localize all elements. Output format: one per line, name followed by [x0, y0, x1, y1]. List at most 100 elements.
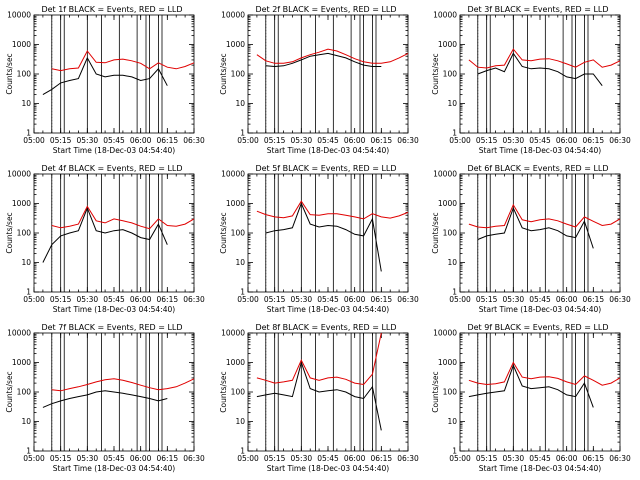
panel-2-xtick-label-2: 05:30 [291, 136, 313, 145]
panel-9-xtick-label-3: 05:45 [529, 454, 551, 463]
panel-2-xtick-label-1: 05:15 [264, 136, 286, 145]
panel-5-series-events [265, 202, 382, 272]
panel-9-title: Det 9f BLACK = Events, RED = LLD [467, 323, 608, 332]
panel-4-ytick-label-4: 10000 [7, 170, 31, 179]
panel-2-xtick-label-3: 05:45 [317, 136, 339, 145]
panel-3-ytick-label-4: 10000 [433, 11, 457, 20]
panel-5-title: Det 5f BLACK = Events, RED = LLD [255, 164, 396, 173]
panel-5-xtick-label-3: 05:45 [317, 295, 339, 304]
panel-7-xtick-label-5: 06:15 [157, 454, 179, 463]
panel-9-ytick-label-1: 10 [447, 417, 457, 426]
panel-4-ytick-label-2: 100 [17, 229, 32, 238]
panel-8-xtick-label-5: 06:15 [371, 454, 393, 463]
panel-6-xtick-label-2: 05:30 [503, 295, 525, 304]
panel-8-title: Det 8f BLACK = Events, RED = LLD [255, 323, 396, 332]
panel-5-xtick-label-6: 06:30 [397, 295, 419, 304]
panel-1-ytick-label-4: 10000 [7, 11, 31, 20]
panel-8-ytick-label-3: 1000 [226, 358, 245, 367]
panel-3-xlabel: Start Time (18-Dec-03 04:54:40) [479, 146, 601, 155]
panel-6-title: Det 6f BLACK = Events, RED = LLD [467, 164, 608, 173]
panel-1-xlabel: Start Time (18-Dec-03 04:54:40) [53, 146, 175, 155]
panel-2-xtick-label-0: 05:00 [237, 136, 259, 145]
panel-1-ytick-label-0: 1 [26, 129, 31, 138]
panel-6-xlabel: Start Time (18-Dec-03 04:54:40) [479, 305, 601, 314]
panel-5-xtick-label-0: 05:00 [237, 295, 259, 304]
panel-8-xtick-label-3: 05:45 [317, 454, 339, 463]
panel-1-frame [33, 14, 195, 134]
panel-6-ytick-label-4: 10000 [433, 170, 457, 179]
panel-6-xtick-label-3: 05:45 [529, 295, 551, 304]
panel-3-title: Det 3f BLACK = Events, RED = LLD [467, 5, 608, 14]
panel-9-xlabel: Start Time (18-Dec-03 04:54:40) [479, 464, 601, 473]
panel-4-xtick-label-5: 06:15 [157, 295, 179, 304]
panel-6-series-lld [468, 203, 621, 229]
panel-8-ytick-label-1: 10 [235, 417, 245, 426]
panel-1-xtick-label-3: 05:45 [103, 136, 125, 145]
panel-3-xtick-label-5: 06:15 [583, 136, 605, 145]
panel-1-xtick-label-4: 06:00 [130, 136, 152, 145]
panel-9-ytick-label-4: 10000 [433, 329, 457, 338]
panel-7-xtick-label-1: 05:15 [50, 454, 72, 463]
panel-8-xtick-label-1: 05:15 [264, 454, 286, 463]
panel-3-ytick-label-1: 10 [447, 99, 457, 108]
panel-4-series-lld [51, 205, 195, 230]
panel-3-xtick-label-1: 05:15 [476, 136, 498, 145]
panel-4-ytick-label-3: 1000 [12, 199, 31, 208]
panel-4-ytick-label-0: 1 [26, 288, 31, 297]
panel-9-ytick-label-3: 1000 [438, 358, 457, 367]
panel-1-series-lld [51, 50, 195, 72]
panel-6-xtick-label-1: 05:15 [476, 295, 498, 304]
panel-6-ytick-label-3: 1000 [438, 199, 457, 208]
panel-1-title: Det 1f BLACK = Events, RED = LLD [41, 5, 182, 14]
panel-2-xtick-label-4: 06:00 [344, 136, 366, 145]
panel-1-xtick-label-2: 05:30 [77, 136, 99, 145]
panel-9-ytick-label-2: 100 [443, 388, 458, 397]
panel-6-ytick-label-2: 100 [443, 229, 458, 238]
panel-4-xtick-label-3: 05:45 [103, 295, 125, 304]
panel-8-xtick-label-4: 06:00 [344, 454, 366, 463]
panel-5-xtick-label-1: 05:15 [264, 295, 286, 304]
panel-2-frame [247, 14, 409, 134]
panel-1-ytick-label-2: 100 [17, 70, 32, 79]
panel-3-xtick-label-0: 05:00 [449, 136, 471, 145]
panel-7-xtick-label-2: 05:30 [77, 454, 99, 463]
panel-6-ytick-label-0: 1 [452, 288, 457, 297]
panel-7-xtick-label-3: 05:45 [103, 454, 125, 463]
panel-3-ylabel: Counts/sec [431, 53, 440, 94]
panel-6-xtick-label-0: 05:00 [449, 295, 471, 304]
panel-9-xtick-label-2: 05:30 [503, 454, 525, 463]
panel-8-ylabel: Counts/sec [219, 371, 228, 412]
panel-9-series-events [468, 364, 594, 408]
panel-3-xtick-label-4: 06:00 [556, 136, 578, 145]
panel-9-series-lld [468, 361, 621, 386]
panel-4-xtick-label-4: 06:00 [130, 295, 152, 304]
panel-3-xtick-label-2: 05:30 [503, 136, 525, 145]
panel-4-title: Det 4f BLACK = Events, RED = LLD [41, 164, 182, 173]
panel-8-xtick-label-6: 06:30 [397, 454, 419, 463]
panel-2-title: Det 2f BLACK = Events, RED = LLD [255, 5, 396, 14]
panel-2-ytick-label-0: 1 [240, 129, 245, 138]
panel-6-xtick-label-4: 06:00 [556, 295, 578, 304]
panel-9-xtick-label-6: 06:30 [609, 454, 631, 463]
panel-8-xlabel: Start Time (18-Dec-03 04:54:40) [267, 464, 389, 473]
panel-1-series-events [42, 56, 168, 96]
panel-3-frame [459, 14, 621, 134]
panel-6-frame [459, 173, 621, 293]
panel-3-series-events [477, 52, 603, 87]
panel-4-ytick-label-1: 10 [21, 258, 31, 267]
panel-3-ytick-label-0: 1 [452, 129, 457, 138]
panel-8-xtick-label-0: 05:00 [237, 454, 259, 463]
panel-9-xtick-label-5: 06:15 [583, 454, 605, 463]
panel-8-series-lld [256, 332, 382, 386]
panel-3-xtick-label-6: 06:30 [609, 136, 631, 145]
panel-5-ytick-label-0: 1 [240, 288, 245, 297]
panel-4-xtick-label-6: 06:30 [183, 295, 205, 304]
panel-5-ytick-label-1: 10 [235, 258, 245, 267]
panel-7-xlabel: Start Time (18-Dec-03 04:54:40) [53, 464, 175, 473]
panel-1-ylabel: Counts/sec [5, 53, 14, 94]
panel-6-ytick-label-1: 10 [447, 258, 457, 267]
panel-7-ytick-label-1: 10 [21, 417, 31, 426]
panel-4-frame [33, 173, 195, 293]
panel-8-series-events [256, 360, 382, 431]
